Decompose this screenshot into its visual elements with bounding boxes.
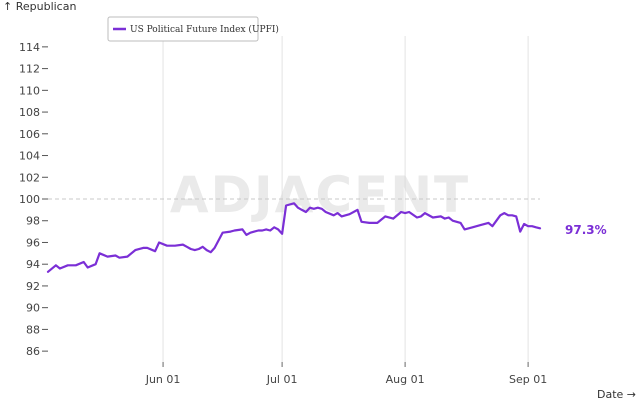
y-tick-label: 90: [26, 302, 40, 315]
y-tick-label: 114: [19, 41, 40, 54]
x-tick-label: Aug 01: [386, 373, 425, 386]
y-tick-label: 98: [26, 215, 40, 228]
y-axis: 86 88 90 92 94 96 98 100 102 104 106 108 110 112 114: [19, 41, 48, 358]
y-tick-label: 88: [26, 323, 40, 336]
end-value-label: 97.3%: [565, 223, 607, 237]
x-axis: Jun 01 Jul 01 Aug 01 Sep 01: [145, 362, 547, 386]
legend[interactable]: US Political Future Index (UPFI): [107, 16, 279, 42]
y-tick-label: 94: [26, 258, 40, 271]
y-tick-label: 108: [19, 106, 40, 119]
y-tick-label: 96: [26, 236, 40, 249]
x-axis-title: Date →: [597, 388, 636, 400]
series-line-upfi: [46, 202, 542, 273]
y-tick-label: 102: [19, 171, 40, 184]
x-tick-label: Jul 01: [266, 373, 298, 386]
y-axis-title: ↑ Republican: [3, 0, 76, 13]
y-tick-label: 100: [19, 193, 40, 206]
legend-label: US Political Future Index (UPFI): [130, 24, 279, 35]
y-tick-label: 106: [19, 128, 40, 141]
y-tick-label: 86: [26, 345, 40, 358]
watermark: ADJACENT: [170, 166, 470, 224]
y-tick-label: 110: [19, 84, 40, 97]
y-tick-label: 92: [26, 280, 40, 293]
legend-box: [107, 16, 259, 42]
y-tick-label: 104: [19, 150, 40, 163]
x-tick-label: Jun 01: [145, 373, 181, 386]
x-tick-label: Sep 01: [509, 373, 547, 386]
y-tick-label: 112: [19, 63, 40, 76]
